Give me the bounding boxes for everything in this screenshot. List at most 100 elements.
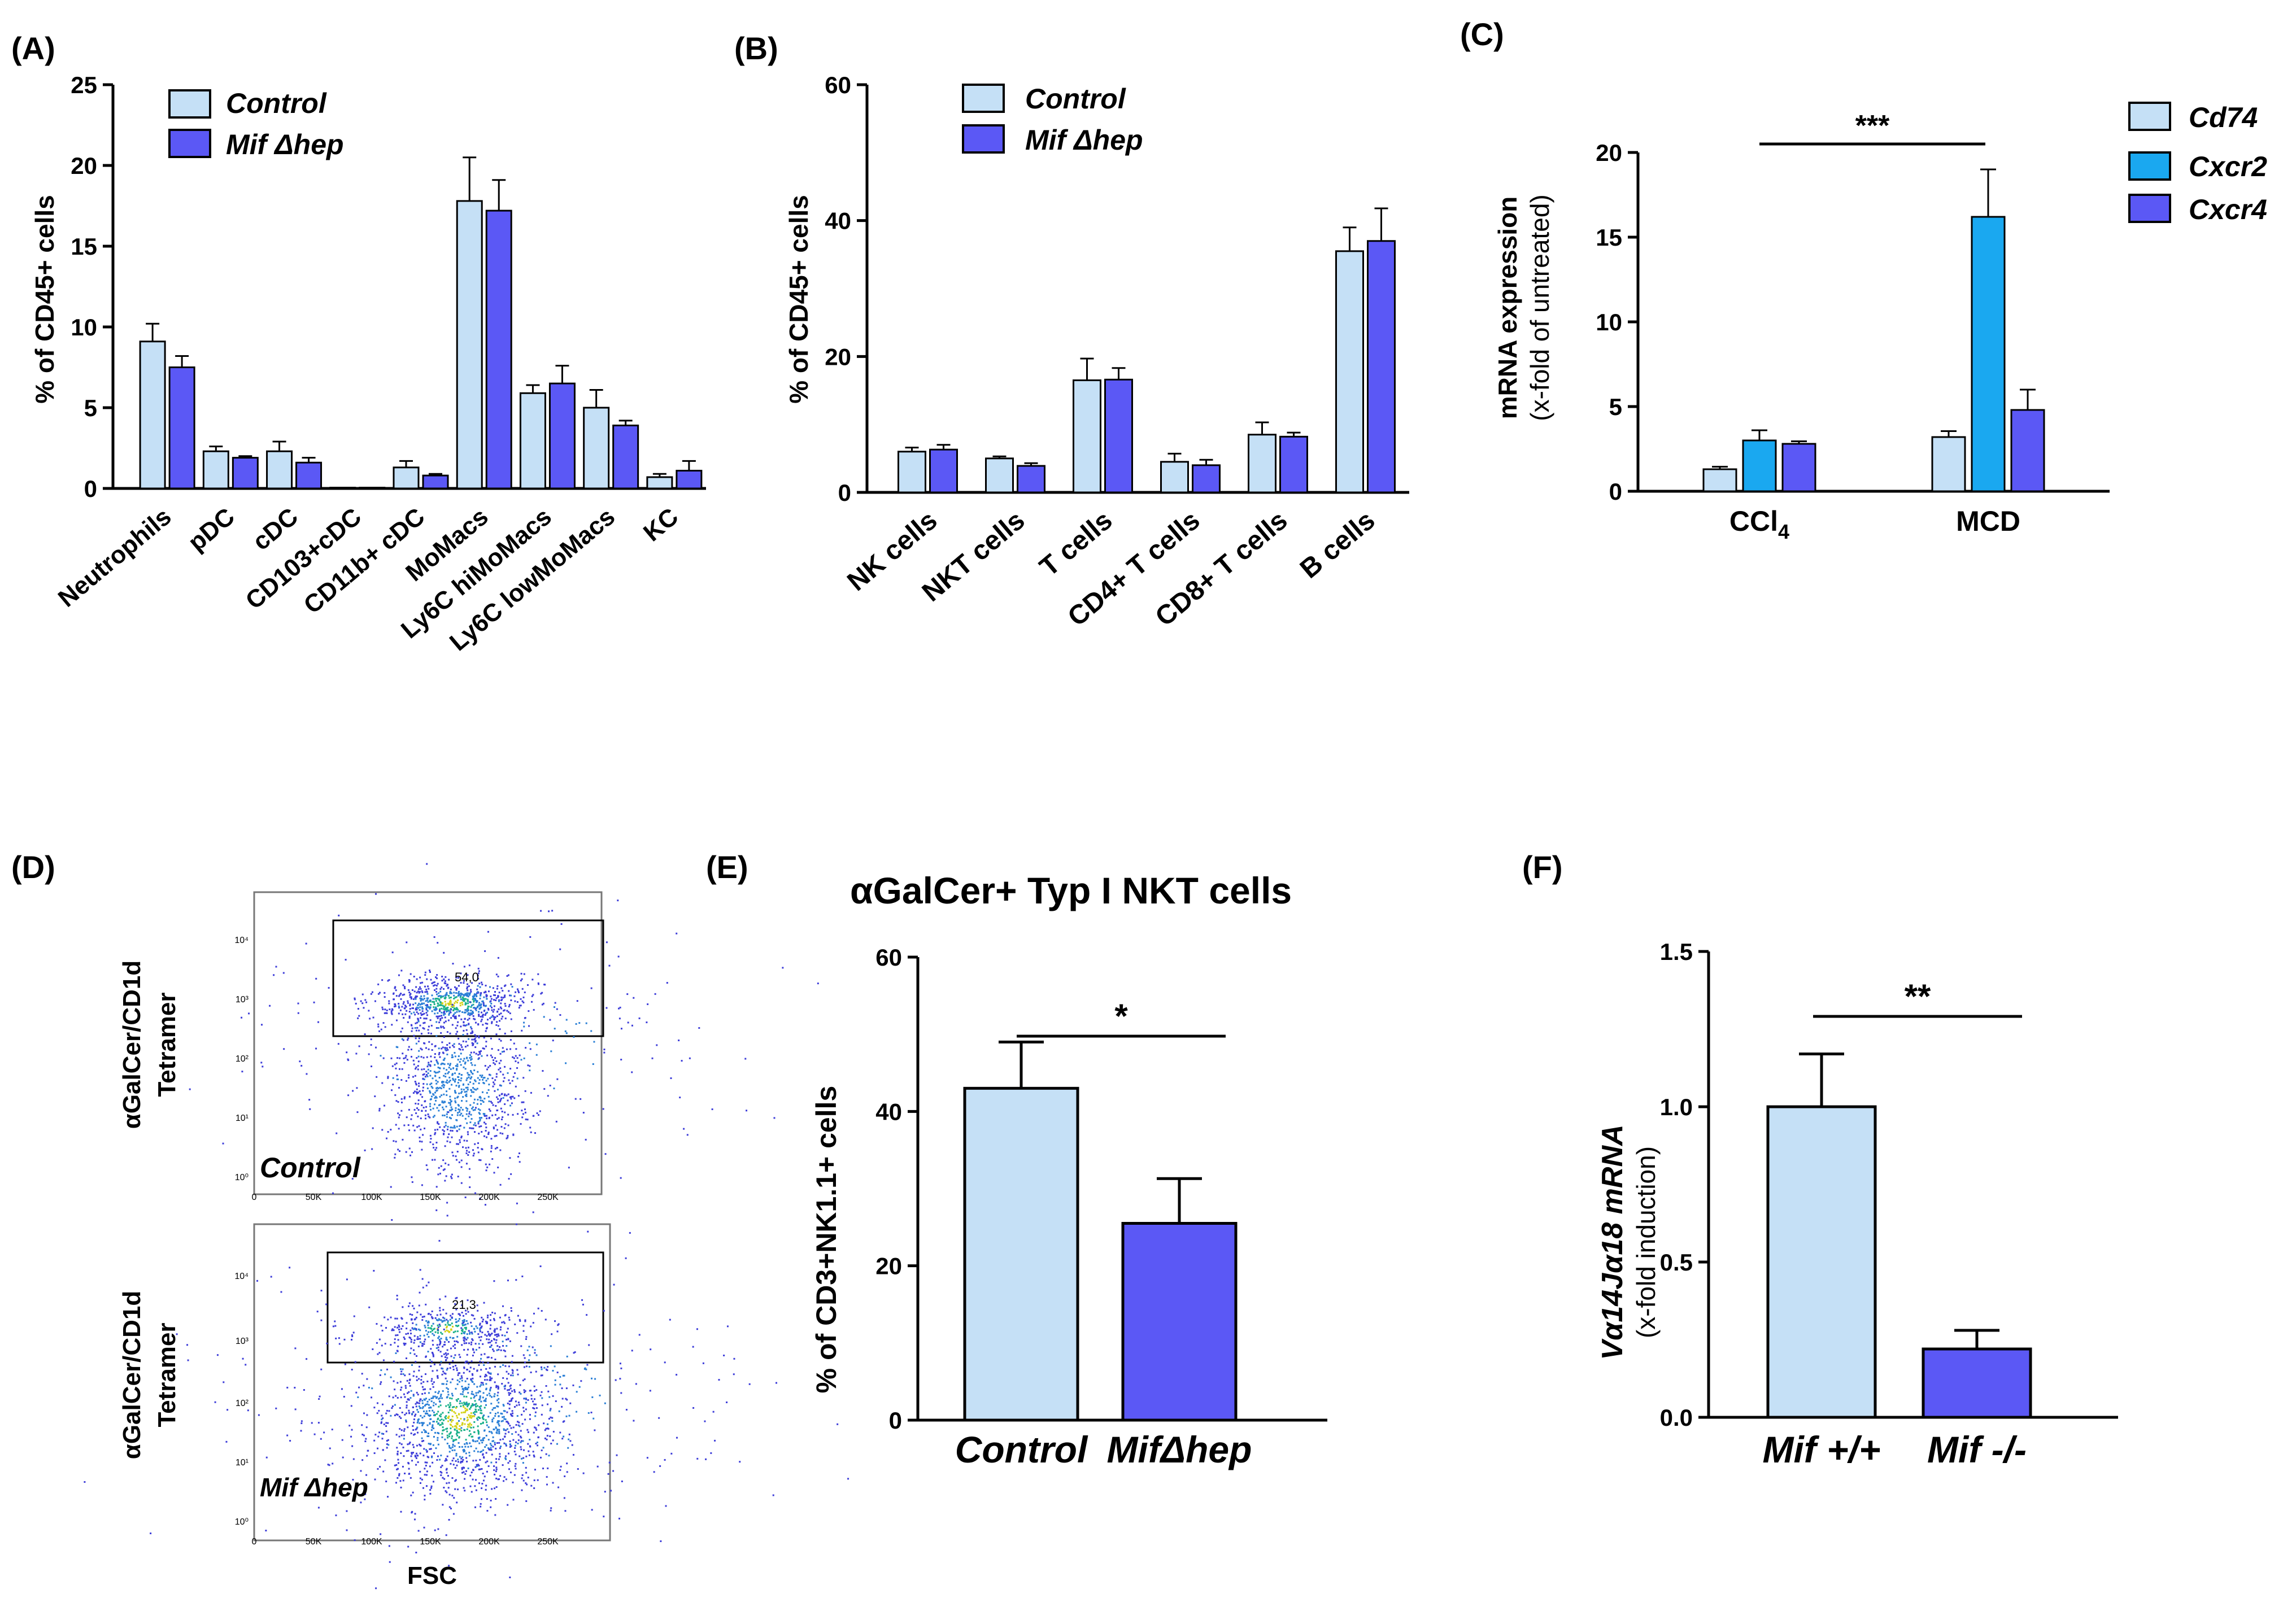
flow-dot — [454, 1100, 456, 1102]
flow-dot — [404, 1338, 406, 1340]
flow-dot — [520, 1440, 522, 1442]
flow-dot — [440, 1087, 442, 1089]
flow-dot — [468, 1151, 470, 1153]
flow-dot — [607, 1473, 609, 1475]
flow-dot — [437, 1411, 439, 1413]
flow-dot — [515, 1055, 517, 1057]
flow-dot — [373, 1269, 375, 1272]
flow-dot — [495, 1468, 498, 1470]
flow-dot — [482, 1415, 484, 1417]
flow-dot — [489, 1110, 491, 1112]
flow-dot — [521, 1116, 524, 1119]
flow-dot — [467, 1404, 469, 1406]
flow-dot — [402, 1325, 404, 1327]
flow-dot — [480, 1400, 482, 1403]
flow-dot — [397, 1334, 399, 1336]
flow-dot — [472, 1403, 474, 1405]
flow-dot — [495, 1486, 498, 1488]
flow-dot — [404, 1472, 406, 1474]
flow-dot — [316, 1311, 319, 1313]
flow-dot — [403, 986, 406, 988]
flow-dot — [435, 1006, 437, 1008]
flow-dot — [464, 1407, 467, 1409]
flow-dot — [485, 1080, 487, 1082]
flow-dot — [467, 1131, 469, 1133]
flow-dot — [590, 1411, 592, 1413]
flow-dot — [497, 1391, 499, 1394]
flow-dot — [382, 1359, 385, 1361]
flow-dot — [582, 1472, 585, 1474]
flow-dot — [536, 1441, 538, 1443]
A-ytick-label: 0 — [84, 475, 97, 502]
flow-dot — [493, 1465, 495, 1468]
flow-dot — [426, 1010, 429, 1012]
flow-dot — [487, 1439, 490, 1441]
flow-dot — [550, 1408, 552, 1410]
flow-dot — [460, 1112, 463, 1115]
flow-dot — [470, 990, 472, 993]
flow-dot — [509, 1385, 511, 1387]
flow-dot — [733, 1373, 735, 1376]
flow-dot — [463, 966, 465, 968]
flow-dot — [299, 1060, 301, 1063]
flow-dot — [415, 1007, 417, 1010]
flow-dot — [465, 1024, 468, 1026]
flow-dot — [478, 1035, 480, 1037]
flow-dot — [421, 990, 423, 992]
flow-dot — [385, 1425, 387, 1427]
flow-dot — [437, 1173, 439, 1176]
flow-dot — [415, 1008, 417, 1011]
flow-dot — [479, 1007, 481, 1010]
flow-dot — [429, 1091, 432, 1094]
flow-dot — [532, 1400, 534, 1403]
flow-dot — [394, 1464, 396, 1466]
flow-dot — [438, 998, 441, 1001]
flow-dot — [405, 1421, 407, 1423]
flow-dot — [402, 1053, 404, 1055]
flow-dot — [477, 1071, 479, 1073]
flow-dot — [533, 1390, 535, 1392]
flow-dot — [441, 1085, 443, 1087]
flow-dot — [421, 1316, 424, 1318]
flow-dot — [357, 1396, 359, 1398]
flow-dot — [395, 1100, 398, 1102]
flow-dot — [518, 1404, 520, 1406]
flow-dot — [422, 1107, 425, 1109]
flow-dot — [498, 1442, 500, 1444]
flow-dot — [726, 1325, 729, 1328]
flow-dot — [528, 1010, 530, 1012]
panel-label-d: (D) — [11, 849, 55, 885]
flow-dot — [435, 1347, 438, 1349]
flow-dot — [399, 1480, 402, 1482]
flow-dot — [552, 1395, 554, 1397]
flow-dot — [378, 992, 381, 994]
flow-dot — [364, 1440, 367, 1443]
flow-dot — [450, 992, 452, 994]
flow-dot — [472, 1091, 474, 1093]
flow-dot — [465, 1008, 467, 1011]
flow-dot — [431, 1455, 433, 1457]
flow-dot — [503, 1050, 505, 1053]
flow-dot — [361, 993, 364, 996]
flow-dot — [468, 1363, 470, 1365]
flow-dot — [465, 1338, 468, 1341]
flow-dot — [525, 1455, 528, 1457]
flow-dot — [429, 1090, 431, 1092]
flow-dot — [440, 997, 442, 999]
flow-dot — [524, 1320, 526, 1322]
flow-dot — [498, 1014, 500, 1016]
flow-dot — [416, 1355, 418, 1357]
flow-dot — [464, 993, 467, 995]
flow-dot — [483, 1475, 486, 1478]
flow-dot — [434, 1056, 436, 1058]
flow-dot — [395, 1046, 398, 1048]
flow-dot — [472, 1339, 474, 1341]
flow-dot — [512, 1481, 514, 1483]
flow-dot — [437, 1063, 439, 1065]
flow-dot — [432, 1352, 434, 1355]
flow-dot — [397, 1414, 399, 1416]
flow-dot — [446, 1427, 448, 1430]
flow-dot — [415, 1405, 417, 1408]
flow-dot — [479, 1396, 481, 1399]
flow-dot — [530, 1371, 532, 1373]
